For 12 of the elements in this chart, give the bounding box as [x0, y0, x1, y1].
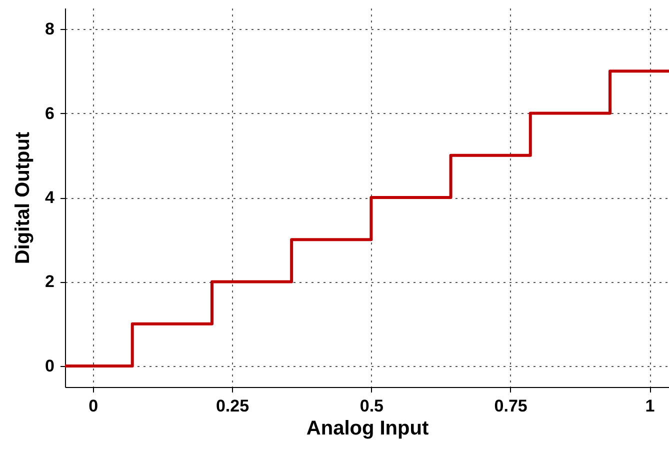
x-tick-label: 0.5 — [360, 396, 384, 416]
x-tick-label: 0.25 — [216, 396, 250, 416]
x-tick-label: 0 — [88, 396, 98, 416]
y-tick-label: 2 — [45, 272, 54, 292]
x-tick-label: 1 — [645, 396, 655, 416]
y-axis-title: Digital Output — [12, 132, 34, 264]
y-tick-label: 8 — [45, 20, 54, 39]
x-axis-title: Analog Input — [306, 418, 429, 440]
y-tick-label: 0 — [45, 356, 54, 376]
y-tick-label: 4 — [45, 188, 56, 207]
x-tick-label: 0.75 — [494, 396, 528, 416]
y-tick-label: 6 — [45, 104, 54, 123]
